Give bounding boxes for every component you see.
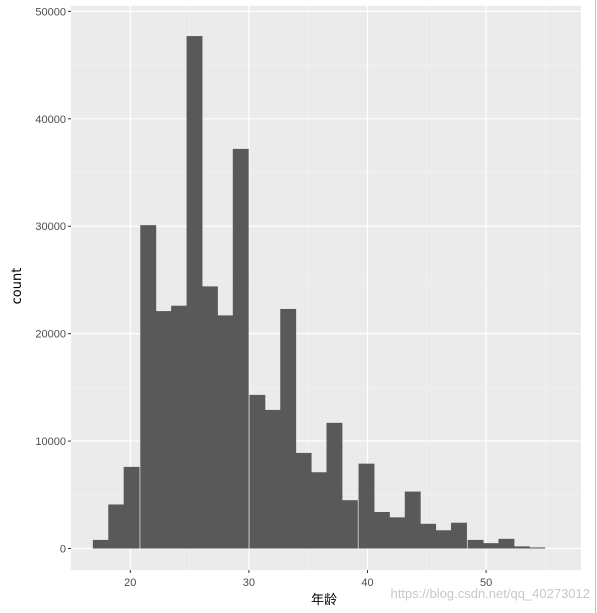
y-axis-title: count [10,268,25,305]
histogram-bar [232,148,249,549]
histogram-bar [249,394,266,549]
watermark-text: https://blog.csdn.net/qq_40273012 [391,586,591,601]
y-tick-label: 40000 [35,114,66,126]
histogram-bar [326,422,343,549]
histogram-bar [92,539,109,549]
x-tick-label: 30 [243,577,255,589]
histogram-bar [155,311,172,549]
histogram-bar [373,511,390,549]
histogram-bar [389,517,406,549]
x-tick-label: 50 [480,577,492,589]
y-tick-label: 20000 [35,329,66,341]
histogram-bar [201,286,218,549]
histogram-bar [295,452,312,549]
histogram-bar [123,466,140,549]
histogram-bar [451,522,467,549]
histogram-bar [420,523,437,549]
histogram-bar [108,504,125,549]
histogram-bar [529,547,546,549]
histogram-bar [404,491,421,549]
y-tick-label: 10000 [35,436,66,448]
histogram-bars [92,36,546,549]
y-axis-ticks: 0 10000 20000 30000 40000 50000 [35,6,71,556]
histogram-bar [498,538,515,549]
y-tick-label: 0 [60,544,66,556]
histogram-bar [280,308,297,549]
histogram-bar [217,315,234,549]
histogram-bar [467,539,484,549]
x-axis-title: 年龄 [311,593,337,608]
histogram-bar [186,36,203,549]
histogram-bar [358,463,375,549]
histogram-bar [513,546,530,549]
histogram-bar [140,225,157,549]
histogram-bar [264,409,281,549]
histogram-bar [311,472,327,549]
histogram-bar [435,530,452,549]
x-axis-ticks: 20 30 40 50 [124,570,492,589]
histogram-bar [171,305,188,549]
y-tick-label: 30000 [35,221,66,233]
histogram-bar [483,543,499,549]
x-tick-label: 40 [361,577,373,589]
histogram-bar [341,500,358,549]
y-tick-label: 50000 [35,6,66,18]
x-tick-label: 20 [124,577,136,589]
